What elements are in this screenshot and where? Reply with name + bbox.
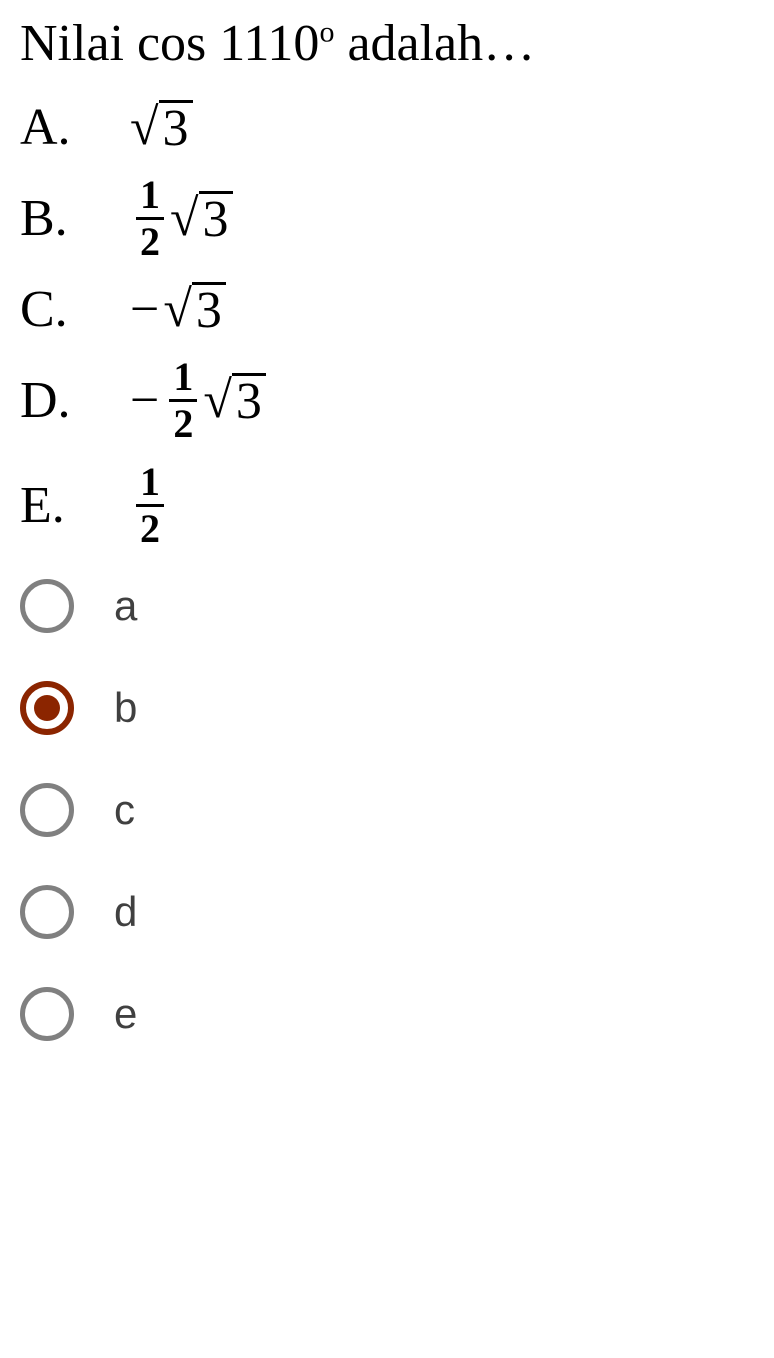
sqrt-expression: √3 <box>203 371 266 430</box>
minus-sign: − <box>130 371 159 430</box>
sqrt-expression: √3 <box>170 189 233 248</box>
radio-label: a <box>114 582 137 630</box>
radio-circle-icon <box>20 579 74 633</box>
minus-sign: − <box>130 280 159 339</box>
answer-b: B. 1 2 √3 <box>20 175 754 262</box>
sqrt-argument: 3 <box>159 100 193 155</box>
fraction: 1 2 <box>136 175 164 262</box>
fraction-denominator: 2 <box>136 504 164 549</box>
radical-icon: √ <box>203 371 232 430</box>
fraction-numerator: 1 <box>136 175 164 217</box>
radio-label: d <box>114 888 137 936</box>
sqrt-expression: √3 <box>163 280 226 339</box>
radical-icon: √ <box>130 98 159 157</box>
answer-c: C. − √3 <box>20 280 754 339</box>
radio-option-d[interactable]: d <box>20 885 754 939</box>
question-suffix: adalah… <box>334 15 535 72</box>
fraction: 1 2 <box>169 357 197 444</box>
radio-group: a b c d e <box>20 579 754 1041</box>
answer-letter-e: E. <box>20 476 130 535</box>
radio-label: e <box>114 990 137 1038</box>
question-text: Nilai cos 1110o adalah… <box>20 10 754 78</box>
radio-label: b <box>114 684 137 732</box>
sqrt-argument: 3 <box>232 373 266 428</box>
fraction-numerator: 1 <box>169 357 197 399</box>
fraction-denominator: 2 <box>136 217 164 262</box>
answer-d: D. − 1 2 √3 <box>20 357 754 444</box>
sqrt-expression: √3 <box>130 98 193 157</box>
radical-icon: √ <box>163 280 192 339</box>
answer-letter-a: A. <box>20 98 130 157</box>
degree-symbol: o <box>319 16 334 49</box>
radio-circle-icon <box>20 885 74 939</box>
answers-block: A. √3 B. 1 2 √3 C. − √3 D. − 1 2 √3 E. <box>20 98 754 549</box>
answer-letter-d: D. <box>20 371 130 430</box>
radical-icon: √ <box>170 189 199 248</box>
fraction-denominator: 2 <box>169 399 197 444</box>
radio-option-e[interactable]: e <box>20 987 754 1041</box>
radio-option-c[interactable]: c <box>20 783 754 837</box>
fraction: 1 2 <box>136 462 164 549</box>
answer-a: A. √3 <box>20 98 754 157</box>
radio-circle-icon <box>20 987 74 1041</box>
radio-circle-icon <box>20 783 74 837</box>
radio-option-b[interactable]: b <box>20 681 754 735</box>
radio-option-a[interactable]: a <box>20 579 754 633</box>
sqrt-argument: 3 <box>199 191 233 246</box>
radio-label: c <box>114 786 135 834</box>
fraction-numerator: 1 <box>136 462 164 504</box>
answer-letter-b: B. <box>20 189 130 248</box>
answer-letter-c: C. <box>20 280 130 339</box>
radio-circle-selected-icon <box>20 681 74 735</box>
sqrt-argument: 3 <box>192 282 226 337</box>
question-prefix: Nilai cos 1110 <box>20 15 319 72</box>
answer-e: E. 1 2 <box>20 462 754 549</box>
